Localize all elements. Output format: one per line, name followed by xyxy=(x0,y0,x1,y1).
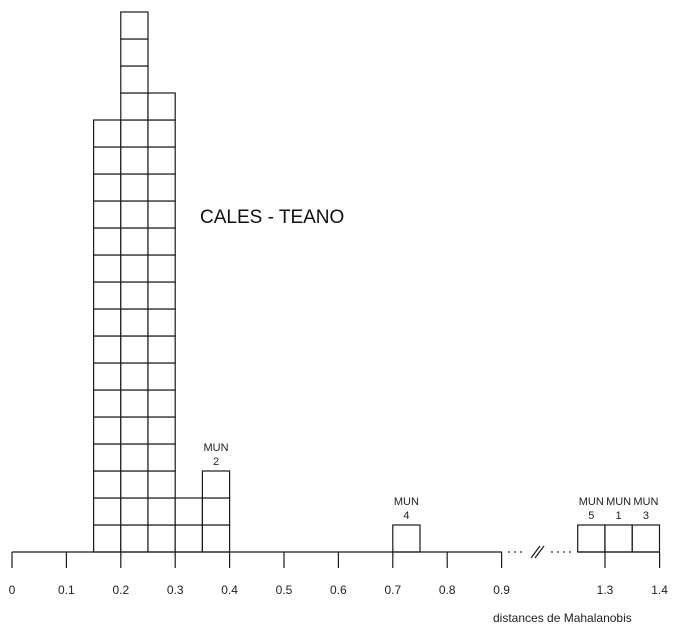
histogram-cell xyxy=(120,173,149,202)
histogram-cell xyxy=(92,173,122,202)
histogram-cell xyxy=(147,227,176,256)
histogram-cell xyxy=(92,389,122,418)
histogram-cell xyxy=(92,524,122,553)
x-axis xyxy=(12,545,660,559)
x-tick-label: 0.2 xyxy=(112,583,129,597)
histogram-cell xyxy=(147,200,176,229)
x-tick-label: 0.4 xyxy=(221,583,238,597)
annotation-number: 4 xyxy=(403,510,409,522)
histogram-cell xyxy=(120,416,149,445)
annotations: MUN 2 MUN 4 MUN 5 MUN 1 MUN 3 xyxy=(203,442,658,522)
histogram-cell xyxy=(201,470,231,499)
x-tick-label: 0 xyxy=(9,583,16,597)
histogram-cell xyxy=(577,524,606,553)
annotation-label: MUN xyxy=(579,496,604,508)
histogram-cell xyxy=(92,254,122,283)
annotation-label: MUN xyxy=(633,496,658,508)
histogram-cell xyxy=(147,281,176,310)
histogram-cell xyxy=(174,497,203,526)
x-tick-label: 0.3 xyxy=(167,583,184,597)
histogram-cell xyxy=(147,443,176,472)
x-tick-label: 0.5 xyxy=(276,583,293,597)
histogram-cell xyxy=(120,227,149,256)
histogram-cell xyxy=(92,200,122,229)
histogram-cells xyxy=(92,11,661,553)
histogram-cell xyxy=(92,146,122,175)
histogram-cell xyxy=(120,65,149,94)
x-axis-label: distances de Mahalanobis xyxy=(493,611,632,624)
histogram-cell xyxy=(92,470,122,499)
histogram-cell xyxy=(120,146,149,175)
histogram-cell xyxy=(147,362,176,391)
histogram-cell xyxy=(120,497,149,526)
histogram-cell xyxy=(92,308,122,337)
histogram-cell xyxy=(147,524,176,553)
histogram-cell xyxy=(92,416,122,445)
x-tick-label: 0.9 xyxy=(493,583,510,597)
annotation-label: MUN xyxy=(394,496,419,508)
histogram-cell xyxy=(201,524,231,553)
histogram-cell xyxy=(147,470,176,499)
histogram-cell xyxy=(147,416,176,445)
histogram-cell xyxy=(120,335,149,364)
histogram-cell xyxy=(120,254,149,283)
histogram-cell xyxy=(92,497,122,526)
histogram-cell xyxy=(92,281,122,310)
annotation-number: 1 xyxy=(616,510,622,522)
histogram-cell xyxy=(147,308,176,337)
histogram-cell xyxy=(201,497,231,526)
histogram-cell xyxy=(120,443,149,472)
histogram-cell xyxy=(120,524,149,553)
annotation-label: MUN xyxy=(203,442,228,454)
histogram-cell xyxy=(147,335,176,364)
histogram-cell xyxy=(631,524,661,553)
histogram-cell xyxy=(147,119,176,148)
histogram-cell xyxy=(120,200,149,229)
chart-title: CALES - TEANO xyxy=(200,207,344,228)
histogram-cell xyxy=(92,443,122,472)
annotation-number: 3 xyxy=(643,510,649,522)
histogram-cell xyxy=(120,11,149,40)
histogram-cell xyxy=(120,281,149,310)
histogram-cell xyxy=(147,497,176,526)
histogram-cell xyxy=(604,524,633,553)
histogram-cell xyxy=(147,254,176,283)
histogram-cell xyxy=(120,470,149,499)
histogram-cell xyxy=(92,362,122,391)
x-tick-label: 0.8 xyxy=(439,583,456,597)
histogram-cell xyxy=(392,524,421,553)
histogram-cell xyxy=(120,308,149,337)
annotation-label: MUN xyxy=(606,496,631,508)
x-tick-label: 1.4 xyxy=(651,583,668,597)
x-ticks: 0 0.1 0.2 0.3 0.4 0.5 0.6 0.7 0.8 0.9 1.3 1.4 xyxy=(9,552,668,597)
histogram-cell xyxy=(120,362,149,391)
histogram-cell xyxy=(120,389,149,418)
annotation-number: 2 xyxy=(213,456,219,468)
histogram-cell xyxy=(92,227,122,256)
histogram-cell xyxy=(120,38,149,67)
histogram-cell xyxy=(147,92,176,121)
annotation-number: 5 xyxy=(588,510,594,522)
histogram-cell xyxy=(147,146,176,175)
histogram-cell xyxy=(120,92,149,121)
histogram-cell xyxy=(147,173,176,202)
x-tick-label: 0.1 xyxy=(58,583,75,597)
x-tick-label: 0.7 xyxy=(384,583,401,597)
histogram-cell xyxy=(147,389,176,418)
histogram-cell xyxy=(120,119,149,148)
histogram-cell xyxy=(174,524,203,553)
axis-break xyxy=(508,545,571,559)
x-tick-label: 0.6 xyxy=(330,583,347,597)
histogram-cell xyxy=(92,335,122,364)
histogram-cell xyxy=(92,119,122,148)
x-tick-label: 1.3 xyxy=(597,583,614,597)
